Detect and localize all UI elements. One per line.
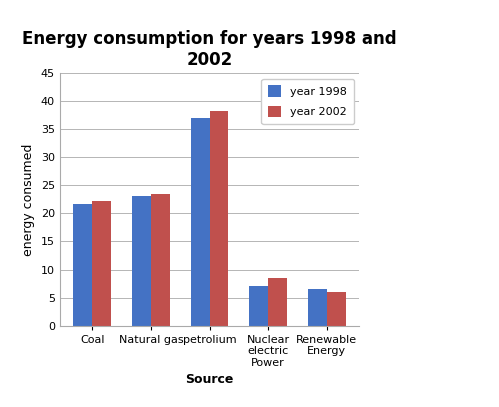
Legend: year 1998, year 2002: year 1998, year 2002 [261, 79, 354, 124]
Bar [132, 195, 151, 326]
Title: Energy consumption for years 1998 and
2002: Energy consumption for years 1998 and 20… [22, 30, 397, 69]
Bar [73, 204, 92, 326]
Y-axis label: energy consumed: energy consumed [22, 143, 35, 256]
Bar [92, 201, 111, 326]
Bar [191, 118, 210, 326]
Bar [327, 292, 346, 326]
Bar [151, 195, 170, 326]
Bar [268, 278, 287, 326]
X-axis label: Source: Source [186, 373, 234, 386]
Bar [308, 289, 327, 326]
Bar [250, 286, 268, 326]
Bar [210, 111, 229, 326]
